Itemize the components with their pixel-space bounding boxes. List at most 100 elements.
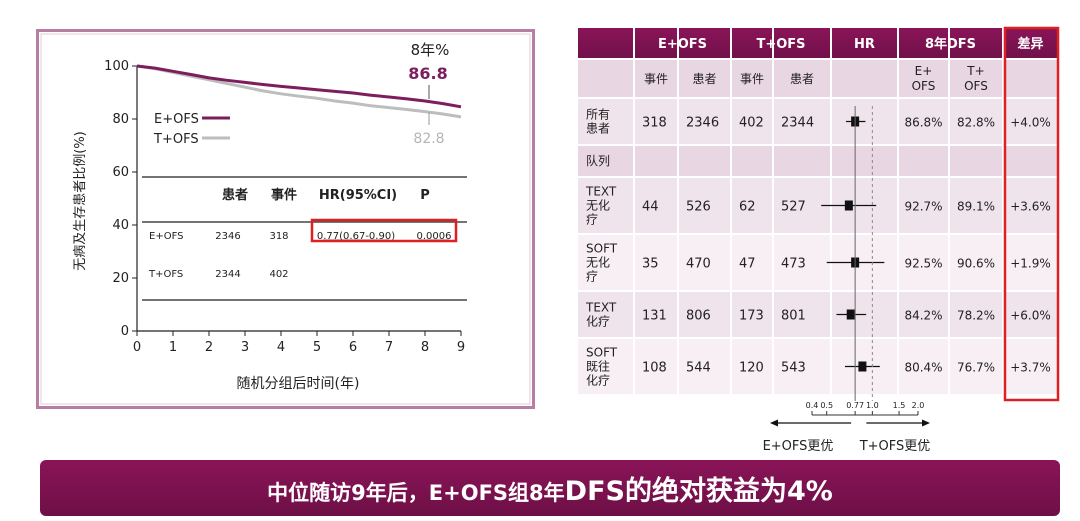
cell-dfs-e-ofs: 92.5% <box>904 257 942 271</box>
conclusion-text-emphasis: DFS的绝对获益为4% <box>564 475 833 507</box>
cell-dfs-e-ofs: 86.8% <box>904 116 942 130</box>
row-label: 队列 <box>586 153 610 168</box>
km-chart: 0 1 2 3 4 5 6 7 8 9 0 20 40 60 80 100 8年% 86.8 82.8 E+O… <box>36 29 535 409</box>
km-x-tick-label: 0 <box>133 340 141 355</box>
row-label: 疗 <box>586 270 598 284</box>
km-x-tick-label: 4 <box>277 340 285 355</box>
row-label: SOFT <box>586 346 618 360</box>
cell-dfs-t-ofs: 82.8% <box>957 116 995 130</box>
cell-e-events: 131 <box>642 309 667 324</box>
km-y-tick-label: 0 <box>121 324 129 339</box>
forest-x-tick-label: 0.77 <box>846 401 864 410</box>
favors-right-arrowhead <box>922 419 930 427</box>
table-header-patients: 患者 <box>222 187 248 203</box>
hr-point <box>844 200 853 211</box>
row-label: TEXT <box>585 301 617 315</box>
cell-t-patients: 473 <box>781 257 806 272</box>
km-y-axis-title: 无病及生存患者比例(%) <box>73 131 88 271</box>
table-header-hr: HR(95%CI) <box>319 188 397 203</box>
forest-x-tick-label: 0.5 <box>820 401 833 410</box>
header-diff: 差异 <box>1017 36 1043 52</box>
cell-e-events: 44 <box>642 200 659 215</box>
row-label: 既往 <box>586 359 610 374</box>
km-x-tick-label: 8 <box>421 340 429 355</box>
forest-x-tick-label: 2.0 <box>912 401 925 410</box>
legend-t-ofs-label: T+OFS <box>153 132 199 147</box>
km-line-eofs <box>136 64 462 109</box>
favors-left-arrowhead <box>770 419 778 427</box>
cell-diff: +1.9% <box>1010 257 1051 271</box>
cell-diff: +6.0% <box>1010 309 1051 323</box>
cell-e-events: 35 <box>642 257 659 272</box>
cell-dfs-e-ofs: 80.4% <box>904 361 942 375</box>
km-line-tofs <box>136 64 462 119</box>
forest-header-bar <box>578 28 1058 59</box>
km-x-tick-label: 6 <box>349 340 357 355</box>
forest-row-bg <box>578 145 1058 177</box>
km-label-e-ofs-8yr: 86.8 <box>408 64 447 83</box>
km-y-tick-label: 60 <box>112 165 129 180</box>
table-row-e-ofs-patients: 2346 <box>215 231 240 242</box>
km-annotation-header: 8年% <box>411 41 450 59</box>
cell-t-patients: 527 <box>781 200 806 215</box>
cell-diff: +3.6% <box>1010 200 1051 214</box>
km-x-tick-label: 9 <box>457 340 465 355</box>
km-x-axis-title: 随机分组后时间(年) <box>237 376 360 392</box>
cell-dfs-e-ofs: 84.2% <box>904 309 942 323</box>
legend-e-ofs-label: E+OFS <box>154 112 199 127</box>
table-header-p: P <box>420 188 430 203</box>
km-x-tick-label: 5 <box>313 340 321 355</box>
km-axes: 0 1 2 3 4 5 6 7 8 9 0 20 40 60 80 100 <box>104 59 465 355</box>
cell-t-patients: 801 <box>781 309 806 324</box>
header-hr: HR <box>854 37 875 52</box>
forest-x-tick-label: 1.5 <box>893 401 906 410</box>
cell-e-patients: 2346 <box>686 116 719 131</box>
table-row-e-ofs-label: E+OFS <box>149 231 184 242</box>
table-row-e-ofs-events: 318 <box>269 231 288 242</box>
row-label: 患者 <box>586 122 610 136</box>
header-e-ofs: E+OFS <box>658 37 707 52</box>
favors-t-ofs-label: T+OFS更优 <box>859 439 931 454</box>
row-label: 所有 <box>586 108 610 122</box>
cell-t-events: 120 <box>739 361 764 376</box>
table-row-e-ofs-hr: 0.77(0.67-0.90) <box>317 231 395 242</box>
km-y-tick-label: 20 <box>112 271 129 286</box>
subheader-dfs-e-ofs: OFS <box>912 79 936 93</box>
forest-grid <box>578 28 1058 396</box>
subheader-dfs-e-ofs: E+ <box>915 64 933 78</box>
cell-t-patients: 543 <box>781 361 806 376</box>
cell-dfs-t-ofs: 89.1% <box>957 200 995 214</box>
cell-dfs-e-ofs: 92.7% <box>904 200 942 214</box>
cell-e-patients: 806 <box>686 309 711 324</box>
cell-dfs-t-ofs: 76.7% <box>957 361 995 375</box>
cell-e-patients: 470 <box>686 257 711 272</box>
subheader-patients: 患者 <box>790 72 814 86</box>
table-row-t-ofs-label: T+OFS <box>148 269 183 280</box>
hr-point <box>858 361 867 372</box>
subheader-dfs-t-ofs: OFS <box>964 79 988 93</box>
cell-diff: +3.7% <box>1010 361 1051 375</box>
km-x-tick-label: 2 <box>205 340 213 355</box>
cell-diff: +4.0% <box>1010 116 1051 130</box>
header-t-ofs: T+OFS <box>756 37 805 52</box>
cell-t-events: 62 <box>739 200 756 215</box>
row-label: SOFT <box>586 242 618 256</box>
table-row-e-ofs-p: 0.0006 <box>417 231 452 242</box>
km-x-tick-label: 1 <box>169 340 177 355</box>
forest-x-tick-label: 1.0 <box>866 401 879 410</box>
hr-point <box>846 309 855 320</box>
conclusion-banner: 中位随访9年后，E+OFS组8年DFS的绝对获益为4% <box>40 460 1060 516</box>
row-label: 化疗 <box>586 315 610 329</box>
row-label: 疗 <box>586 213 598 227</box>
forest-x-tick-label: 0.4 <box>806 401 819 410</box>
favors-e-ofs-label: E+OFS更优 <box>763 439 834 454</box>
table-header-events: 事件 <box>271 187 297 203</box>
cell-t-events: 402 <box>739 116 764 131</box>
row-label: 无化 <box>586 199 610 213</box>
km-label-t-ofs-8yr: 82.8 <box>413 131 444 147</box>
table-row-t-ofs-events: 402 <box>269 269 288 280</box>
cell-dfs-t-ofs: 90.6% <box>957 257 995 271</box>
km-series-lines <box>136 64 462 119</box>
forest-axis: 0.4 0.5 0.77 1.0 1.5 2.0 <box>770 106 930 427</box>
forest-row-bg <box>578 291 1058 338</box>
